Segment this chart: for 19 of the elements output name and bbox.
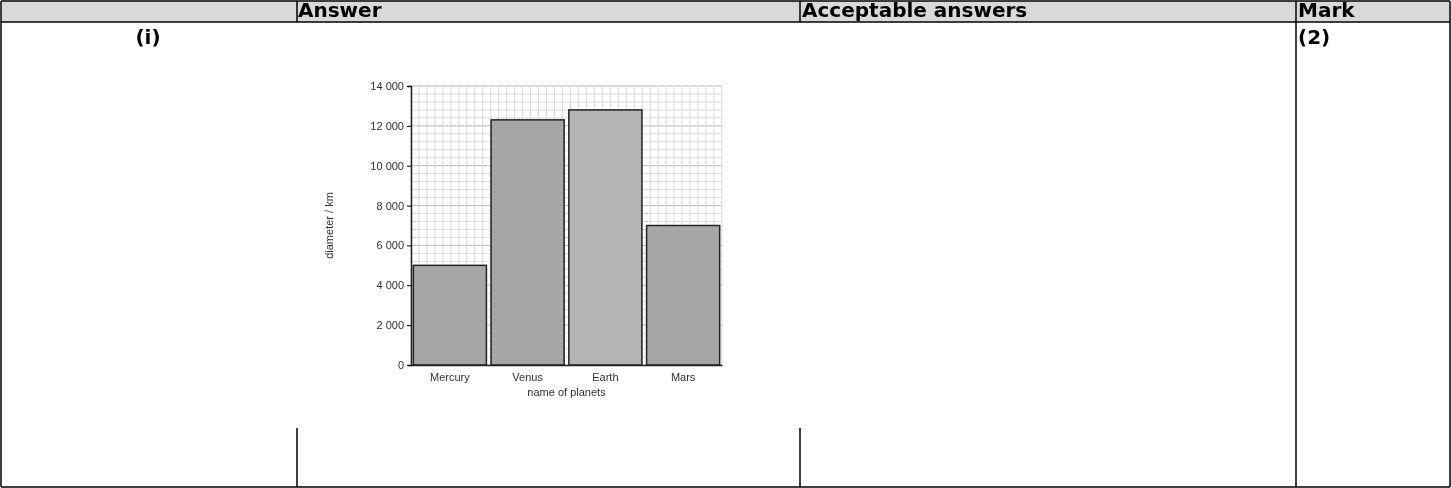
- y-tick-label: 10 000: [370, 159, 404, 172]
- x-tick-label: Venus: [512, 370, 544, 383]
- x-tick-label: Earth: [592, 370, 619, 383]
- y-tick-label: 2 000: [376, 319, 404, 332]
- text: Acceptable answers: [802, 0, 1028, 22]
- y-tick-label: 6 000: [376, 239, 404, 252]
- y-tick-label: 8 000: [376, 199, 404, 212]
- y-tick-label: 4 000: [376, 279, 404, 292]
- y-tick-label: 12 000: [370, 119, 404, 132]
- y-tick-label: 14 000: [370, 80, 404, 93]
- y-tick-label: 0: [397, 359, 404, 372]
- x-tick-label: Mercury: [430, 370, 471, 383]
- text: (i): [135, 25, 161, 49]
- x-axis-title: name of planets: [527, 386, 607, 398]
- text: Mark: [1298, 0, 1356, 22]
- x-tick-label: Mars: [670, 370, 696, 383]
- text: (2): [1298, 25, 1331, 49]
- y-axis-title: diameter / km: [323, 192, 335, 259]
- text: Answer: [298, 0, 382, 22]
